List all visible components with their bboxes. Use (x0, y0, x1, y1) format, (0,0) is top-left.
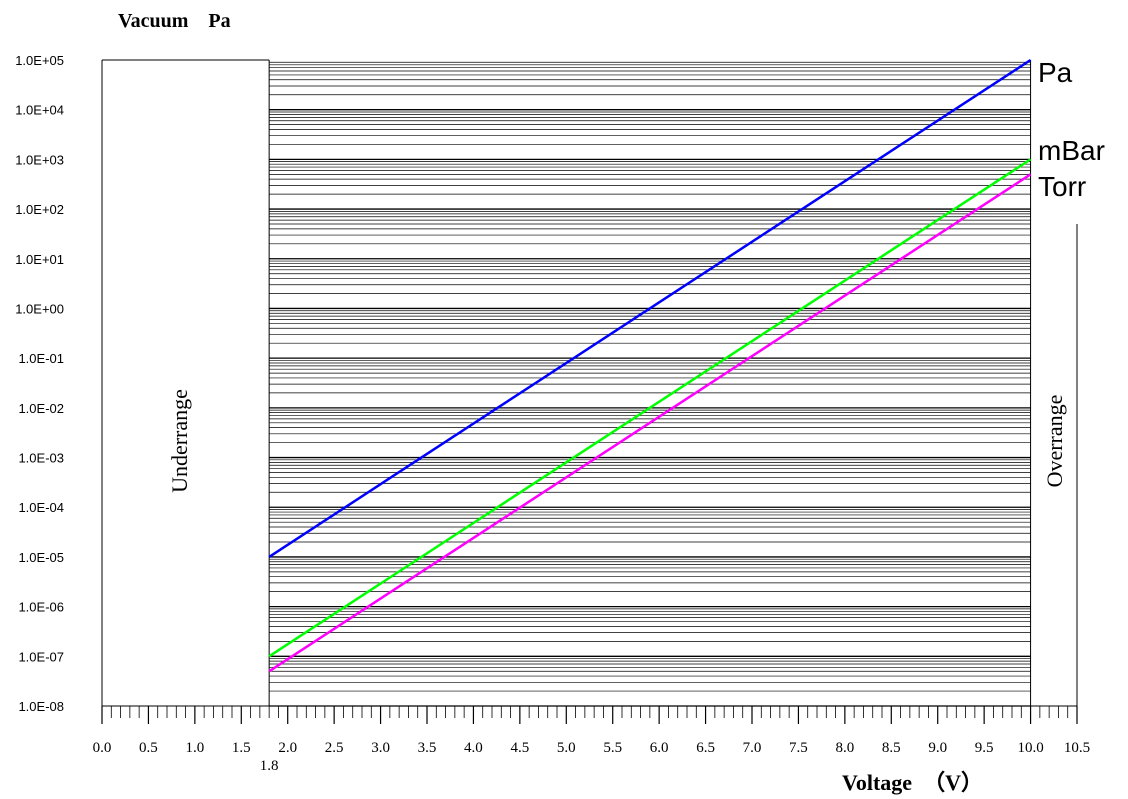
series-line-pa (268, 58, 1032, 558)
x-tick-label: 4.0 (464, 740, 483, 756)
series-label-mbar: mBar (1038, 135, 1105, 166)
x-tick-label: 8.5 (882, 740, 901, 756)
x-axis-label: Voltage （V） (842, 770, 983, 795)
x-tick-label: 0.0 (93, 740, 112, 756)
x-tick-label: 5.0 (557, 740, 576, 756)
x-tick-label: 6.5 (696, 740, 715, 756)
x-tick-label-boundary: 1.8 (260, 758, 279, 774)
x-tick-label: 3.0 (371, 740, 390, 756)
x-tick-label: 10.0 (1017, 740, 1043, 756)
grid-layer (269, 61, 1031, 707)
y-tick-label: 1.0E+01 (15, 252, 64, 267)
underrange-label: Underrange (167, 389, 192, 493)
series-line-mbar (268, 158, 1032, 658)
y-tick-label: 1.0E-06 (18, 600, 64, 615)
x-tick-label: 3.5 (418, 740, 437, 756)
y-tick-label: 1.0E-05 (18, 550, 64, 565)
x-tick-label: 9.5 (975, 740, 994, 756)
y-tick-label: 1.0E-03 (18, 451, 64, 466)
chart-title: Vacuum Pa (118, 10, 231, 32)
x-tick-label: 0.5 (139, 740, 158, 756)
y-tick-label: 1.0E+04 (15, 103, 64, 118)
x-tick-label: 7.5 (789, 740, 808, 756)
y-tick-label: 1.0E-07 (18, 649, 64, 664)
x-tick-label: 7.0 (743, 740, 762, 756)
series-line-torr (268, 173, 1032, 673)
x-tick-label: 10.5 (1064, 740, 1090, 756)
y-tick-label: 1.0E+00 (15, 301, 64, 316)
x-tick-label: 4.5 (510, 740, 529, 756)
x-tick-label: 6.0 (650, 740, 669, 756)
x-tick-label: 8.0 (835, 740, 854, 756)
y-tick-label: 1.0E+05 (15, 53, 64, 68)
overrange-label: Overrange (1042, 395, 1067, 488)
y-tick-label: 1.0E-02 (18, 401, 64, 416)
x-tick-label: 5.5 (603, 740, 622, 756)
y-tick-label: 1.0E-01 (18, 351, 64, 366)
label-layer: 0.0 0.5 1.0 1.5 2.0 2.5 3.0 3.5 4.0 4.5 5.0 5.5 6.0 6… (15, 53, 1105, 774)
x-tick-label: 1.5 (232, 740, 251, 756)
frame-layer (101, 59, 1078, 724)
x-tick-label: 1.0 (185, 740, 204, 756)
x-tick-label: 2.5 (325, 740, 344, 756)
series-label-pa: Pa (1038, 57, 1073, 88)
y-tick-label: 1.0E-04 (18, 500, 64, 515)
x-tick-label: 2.0 (278, 740, 297, 756)
y-tick-label: 1.0E+03 (15, 152, 64, 167)
x-tick-label: 9.0 (928, 740, 947, 756)
series-layer (268, 58, 1032, 673)
y-tick-label: 1.0E+02 (15, 202, 64, 217)
y-tick-label: 1.0E-08 (18, 699, 64, 714)
series-label-torr: Torr (1038, 171, 1086, 202)
